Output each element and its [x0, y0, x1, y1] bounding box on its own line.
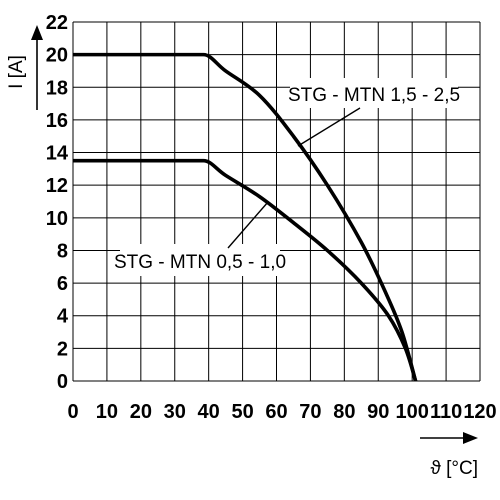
x-tick-label: 40 — [198, 401, 220, 423]
x-tick-label: 90 — [367, 401, 389, 423]
series-line-stg-mtn-1-5-2-5 — [73, 52, 418, 382]
y-tick-label: 18 — [46, 77, 68, 99]
x-tick-label: 60 — [265, 401, 287, 423]
y-axis-arrow — [31, 25, 43, 110]
x-tick-label: 70 — [299, 401, 321, 423]
y-tick-label: 22 — [46, 12, 68, 34]
y-tick-label: 4 — [57, 306, 69, 328]
x-tick-label: 50 — [231, 401, 253, 423]
y-tick-label: 14 — [46, 143, 69, 165]
x-tick-label: 10 — [96, 401, 118, 423]
series-lines — [73, 52, 418, 382]
y-tick-label: 0 — [57, 371, 68, 393]
y-tick-label: 16 — [46, 110, 68, 132]
chart-grid — [72, 21, 481, 382]
x-axis-label: ϑ [°C] — [430, 458, 478, 479]
series-leader-line — [297, 107, 361, 147]
y-tick-label: 12 — [46, 175, 68, 197]
x-tick-label: 120 — [463, 401, 496, 423]
x-tick-label: 110 — [430, 401, 462, 423]
series-label: STG - MTN 1,5 - 2,5 — [288, 85, 460, 106]
y-tick-label: 8 — [57, 240, 68, 262]
x-tick-label: 20 — [130, 401, 152, 423]
y-axis-label: I [A] — [6, 55, 27, 89]
series-callouts: STG - MTN 1,5 - 2,5 STG - MTN 0,5 - 1,0 — [114, 78, 460, 276]
x-tick-label: 100 — [395, 401, 428, 423]
y-tick-label: 6 — [57, 273, 68, 295]
y-tick-labels: 0 2 4 6 8 10 12 14 16 18 20 22 — [46, 12, 69, 393]
x-tick-label: 0 — [67, 401, 78, 423]
x-tick-labels: 0 10 20 30 40 50 60 70 80 90 100 110 120 — [67, 401, 496, 423]
x-tick-label: 80 — [333, 401, 355, 423]
y-tick-label: 10 — [46, 208, 68, 230]
series-label-background — [290, 78, 458, 108]
series-label: STG - MTN 0,5 - 1,0 — [114, 252, 286, 273]
x-tick-label: 30 — [164, 401, 186, 423]
series-leader-line — [227, 201, 269, 249]
y-tick-label: 2 — [57, 338, 68, 360]
y-tick-label: 20 — [46, 45, 68, 67]
series-label-background — [120, 244, 280, 276]
x-axis-arrow — [420, 432, 478, 444]
series-line-stg-mtn-0-5-1-0 — [73, 158, 418, 382]
